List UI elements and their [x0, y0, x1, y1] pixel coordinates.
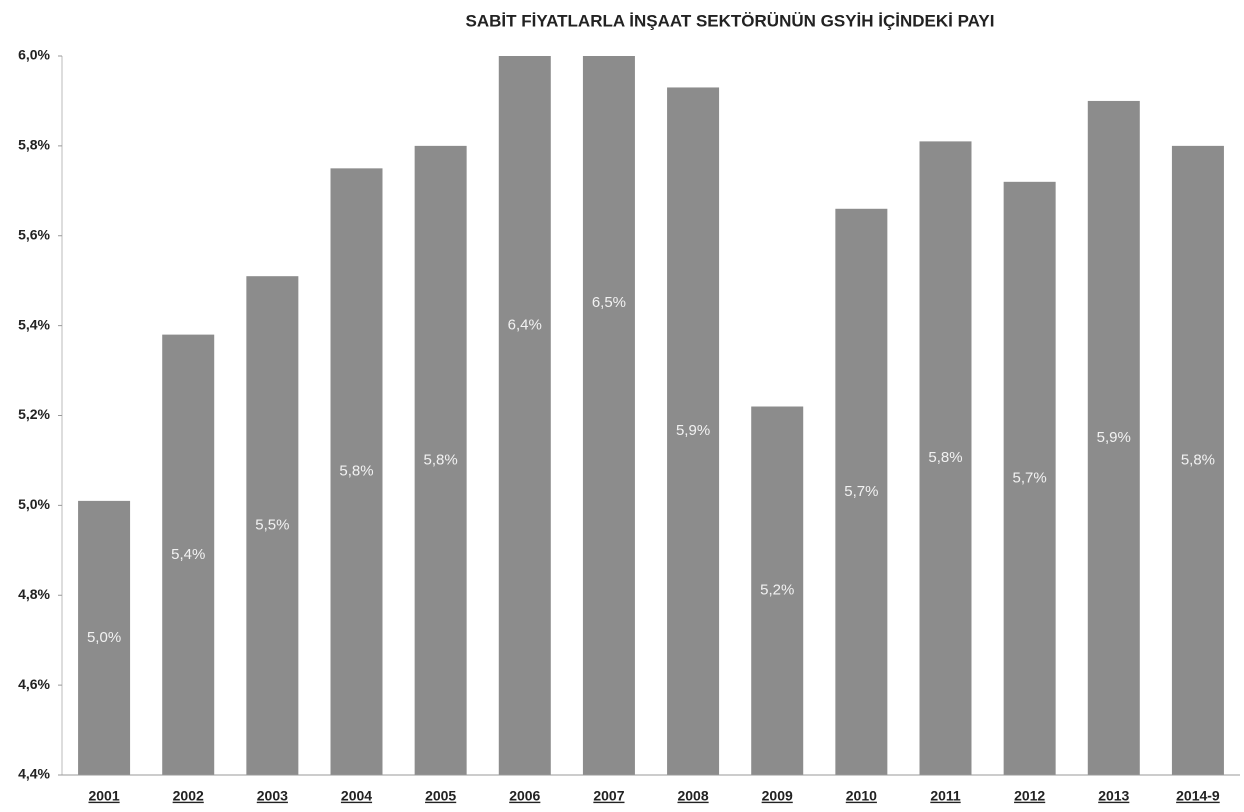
value-label: 5,0%: [87, 629, 121, 646]
value-label: 5,9%: [676, 422, 710, 439]
value-label: 5,7%: [844, 483, 878, 500]
x-tick-label: 2012: [1014, 788, 1045, 804]
bar: [919, 141, 972, 775]
value-label: 5,2%: [760, 582, 794, 599]
x-tick-label: 2013: [1098, 788, 1129, 804]
bar: [582, 56, 635, 775]
x-tick-label: 2004: [341, 788, 372, 804]
y-tick-label: 4,8%: [18, 586, 50, 602]
x-tick-label: 2006: [509, 788, 540, 804]
y-tick-label: 5,0%: [18, 496, 50, 512]
value-label: 6,5%: [592, 294, 626, 311]
value-label: 6,4%: [508, 317, 542, 334]
y-tick-label: 5,4%: [18, 316, 50, 332]
x-tick-label: 2008: [677, 788, 708, 804]
x-tick-label: 2011: [930, 788, 961, 804]
x-tick-label: 2014-9: [1176, 788, 1220, 804]
bar: [246, 276, 299, 775]
bar: [667, 87, 720, 775]
value-label: 5,8%: [339, 463, 373, 480]
y-tick-label: 5,8%: [18, 137, 50, 153]
value-label: 5,8%: [928, 449, 962, 466]
y-tick-label: 4,4%: [18, 766, 50, 782]
bar: [835, 208, 888, 775]
plot-area: [78, 56, 1224, 775]
value-label: 5,8%: [424, 451, 458, 468]
value-label: 5,8%: [1181, 451, 1215, 468]
x-tick-label: 2009: [762, 788, 793, 804]
x-tick-label: 2010: [846, 788, 877, 804]
x-tick-label: 2003: [257, 788, 288, 804]
chart-title: SABİT FİYATLARLA İNŞAAT SEKTÖRÜNÜN GSYİH…: [466, 11, 995, 30]
x-tick-label: 2001: [88, 788, 119, 804]
value-label: 5,7%: [1013, 469, 1047, 486]
y-tick-label: 4,6%: [18, 676, 50, 692]
x-tick-label: 2007: [593, 788, 624, 804]
bar: [330, 168, 383, 775]
x-tick-label: 2002: [173, 788, 204, 804]
y-tick-label: 5,2%: [18, 406, 50, 422]
value-label: 5,4%: [171, 546, 205, 563]
bar: [1087, 100, 1140, 775]
bar: [498, 56, 551, 775]
bar: [78, 500, 131, 775]
x-tick-label: 2005: [425, 788, 456, 804]
bar: [1003, 181, 1056, 775]
value-label: 5,5%: [255, 517, 289, 534]
value-label: 5,9%: [1097, 429, 1131, 446]
y-tick-label: 5,6%: [18, 226, 50, 242]
bar: [162, 334, 215, 775]
bar: [414, 145, 467, 775]
bar: [1171, 145, 1224, 775]
y-tick-label: 6,0%: [18, 47, 50, 63]
bar: [751, 406, 804, 775]
